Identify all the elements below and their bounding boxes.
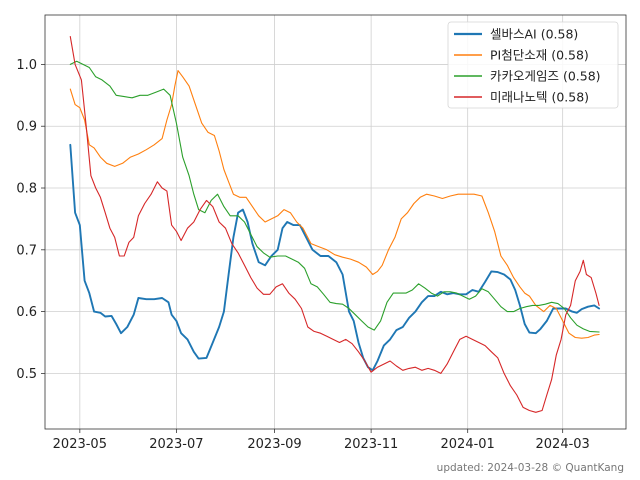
y-tick-label: 0.9 — [16, 120, 37, 135]
series-line-1 — [69, 70, 600, 339]
grid — [45, 15, 626, 429]
series-line-0 — [69, 143, 601, 372]
series-line-2 — [69, 60, 600, 333]
footer-credit: updated: 2024-03-28 © QuantKang — [437, 462, 624, 474]
legend-label: 카카오게임즈 (0.58) — [490, 69, 601, 84]
legend-label: 셀바스AI (0.58) — [490, 27, 578, 42]
legend-label: 미래나노텍 (0.58) — [490, 90, 589, 105]
series-lines — [69, 36, 601, 413]
axes: 2023-05 2023-07 2023-09 2023-11 2024-01 2024-… — [16, 14, 627, 452]
legend-label: PI첨단소재 (0.58) — [490, 48, 589, 63]
series-line-3 — [69, 36, 600, 413]
legend: 셀바스AI (0.58) PI첨단소재 (0.58) 카카오게임즈 (0.58) 미래… — [447, 21, 619, 109]
y-tick-label: 0.7 — [16, 243, 37, 258]
x-tick-label: 2023-05 — [53, 437, 107, 452]
x-tick-label: 2023-07 — [149, 437, 203, 452]
x-tick-label: 2023-11 — [344, 437, 398, 452]
y-tick-label: 0.5 — [16, 367, 37, 382]
y-tick-label: 0.8 — [16, 182, 37, 197]
y-tick-label: 1.0 — [16, 58, 37, 73]
x-tick-label: 2024-03 — [536, 437, 590, 452]
x-tick-label: 2023-09 — [247, 437, 301, 452]
x-tick-label: 2024-01 — [441, 437, 495, 452]
legend-box — [447, 21, 619, 109]
y-tick-label: 0.6 — [16, 305, 37, 320]
plot-frame — [44, 14, 627, 430]
